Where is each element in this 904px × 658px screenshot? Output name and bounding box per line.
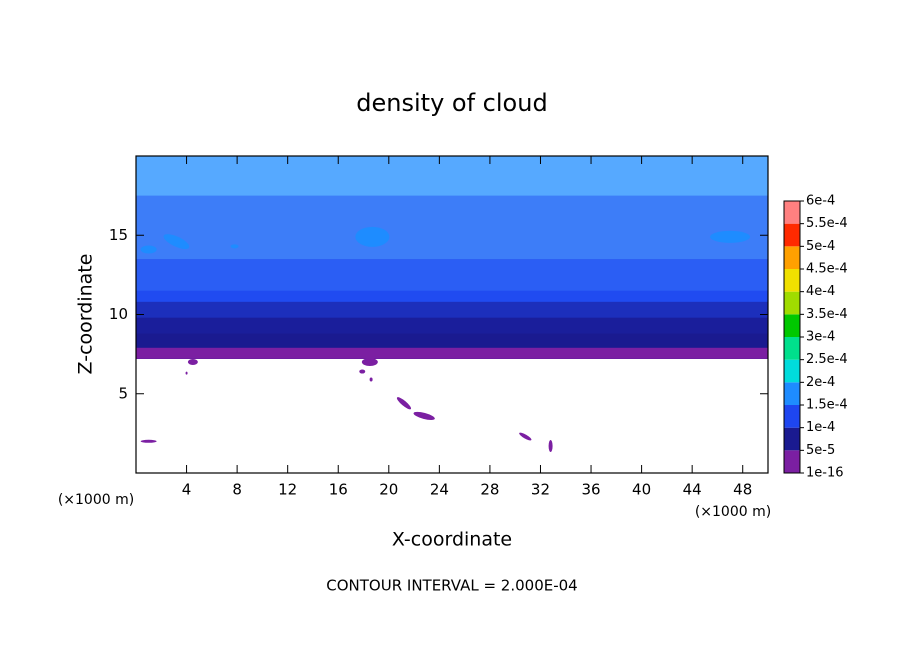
x-axis-label: X-coordinate [392, 529, 512, 551]
colorbar-label: 6e-4 [806, 194, 835, 209]
x-tick-label: 36 [581, 481, 600, 499]
colorbar-label: 5e-4 [806, 239, 835, 254]
colorbar-swatch [784, 382, 800, 405]
chart-title: density of cloud [356, 89, 547, 117]
x-tick-label: 4 [182, 481, 192, 499]
x-tick-label: 32 [531, 481, 550, 499]
contour-blob [369, 377, 373, 382]
contour-blob [359, 369, 366, 374]
y-unit: (×1000 m) [58, 492, 134, 508]
x-unit: (×1000 m) [695, 504, 771, 520]
colorbar-label: 4e-4 [806, 284, 835, 299]
x-tick-label: 40 [632, 481, 651, 499]
x-tick-label: 48 [733, 481, 752, 499]
colorbar-label: 5.5e-4 [806, 216, 848, 231]
colorbar-label: 2e-4 [806, 375, 835, 390]
contour-blob [519, 432, 532, 441]
colorbar-swatch [784, 269, 800, 292]
colorbar-label: 4.5e-4 [806, 262, 848, 277]
colorbar-swatch [784, 314, 800, 337]
x-tick-label: 16 [329, 481, 348, 499]
y-tick-label: 5 [118, 384, 128, 402]
colorbar-swatch [784, 450, 800, 473]
x-tick-label: 28 [480, 481, 499, 499]
colorbar-label: 3.5e-4 [806, 307, 848, 322]
contour-blob [185, 371, 188, 375]
x-tick-label: 12 [278, 481, 297, 499]
x-tick-label: 20 [379, 481, 398, 499]
x-tick-label: 8 [232, 481, 242, 499]
contour-blob [140, 439, 157, 443]
colorbar-swatch [784, 291, 800, 315]
x-tick-label: 24 [430, 481, 449, 499]
colorbar-swatch [784, 337, 800, 360]
footer: CONTOUR INTERVAL = 2.000E-04 [326, 577, 577, 595]
colorbar-label: 5e-5 [806, 443, 835, 458]
colorbar-swatch [784, 246, 800, 269]
colorbar-swatch [784, 223, 800, 247]
contour-blob [230, 244, 239, 249]
contour-blob [413, 411, 435, 421]
colorbar-swatch [784, 359, 800, 383]
colorbar-label: 1e-4 [806, 420, 835, 435]
contour-blob [548, 440, 553, 453]
colorbar-swatch [784, 405, 800, 428]
contour-blob [187, 359, 198, 366]
y-tick-label: 10 [109, 305, 128, 323]
contour-blob [355, 226, 390, 247]
colorbar-swatch [784, 201, 800, 224]
colorbar-label: 2.5e-4 [806, 352, 848, 367]
x-tick-label: 44 [683, 481, 702, 499]
contour-blob [361, 358, 378, 367]
contour-blob [710, 230, 751, 243]
contour-band [136, 347, 768, 359]
colorbar-label: 1e-16 [806, 466, 844, 481]
colorbar-label: 3e-4 [806, 330, 835, 345]
contour-blob [163, 234, 190, 250]
colorbar-swatch [784, 427, 800, 451]
contour-blob [140, 245, 157, 254]
contour-blob [396, 397, 412, 410]
colorbar-label: 1.5e-4 [806, 398, 848, 413]
y-tick-label: 15 [109, 226, 128, 244]
y-axis-label: Z-coordinate [75, 254, 97, 375]
